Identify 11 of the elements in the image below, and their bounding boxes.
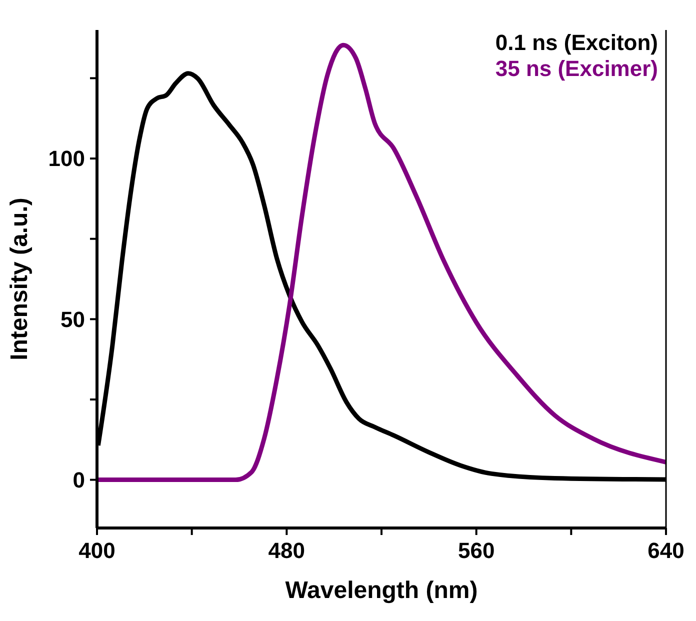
y-tick-label: 100 bbox=[48, 146, 85, 172]
y-axis-title: Intensity (a.u.) bbox=[6, 198, 33, 360]
x-axis-title: Wavelength (nm) bbox=[285, 577, 478, 604]
text: 0.1 ns (Exciton) bbox=[495, 30, 658, 55]
x-tick-label: 640 bbox=[648, 538, 684, 563]
x-tick-label: 400 bbox=[78, 538, 116, 563]
text: 35 ns (Excimer) bbox=[495, 56, 658, 81]
x-tick-label: 480 bbox=[268, 538, 306, 563]
x-tick-label: 560 bbox=[458, 538, 495, 563]
y-tick-label: 0 bbox=[72, 468, 85, 493]
y-tick-label: 50 bbox=[60, 306, 85, 332]
